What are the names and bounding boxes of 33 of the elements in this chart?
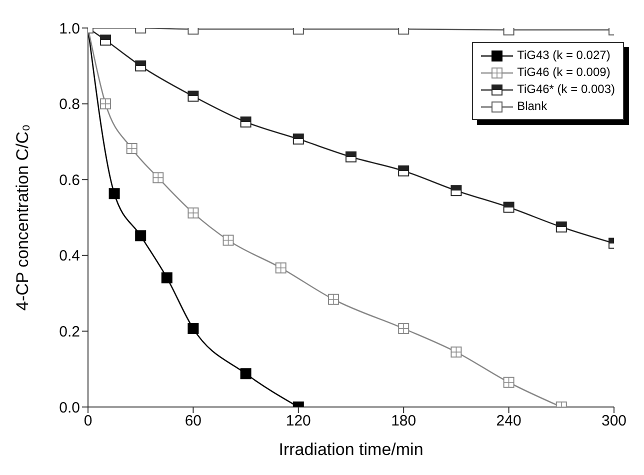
legend-label: Blank	[517, 98, 548, 115]
point	[161, 272, 172, 284]
y-tick-label: 0.4	[59, 248, 80, 265]
point	[398, 165, 410, 176]
point	[450, 185, 462, 196]
x-tick-label: 0	[84, 412, 92, 430]
point	[188, 90, 199, 102]
y-tick-label: 1.0	[59, 20, 80, 38]
x-tick-label: 180	[391, 412, 416, 430]
point	[108, 188, 120, 200]
point	[240, 368, 252, 380]
point	[503, 202, 514, 213]
y-tick-label: 0.0	[59, 399, 80, 416]
point	[346, 151, 356, 162]
point	[135, 230, 146, 242]
point	[292, 134, 304, 145]
y-axis-title: 4-CP concentration C/C₀	[13, 124, 32, 311]
x-tick-label: 120	[286, 412, 311, 430]
y-tick-label: 0.8	[59, 96, 80, 114]
legend-label: TiG46* (k = 0.003)	[517, 81, 615, 98]
point	[556, 221, 567, 232]
legend-label: TiG46 (k = 0.009)	[517, 64, 610, 81]
y-tick-label: 0.2	[59, 324, 80, 341]
point	[188, 323, 199, 334]
x-tick-label: 60	[184, 412, 202, 430]
x-axis-title: Irradiation time/min	[278, 440, 424, 459]
y-tick-label: 0.6	[59, 172, 80, 189]
legend-label: TiG43 (k = 0.027)	[517, 47, 610, 64]
x-tick-label: 300	[601, 412, 627, 430]
point	[100, 34, 112, 46]
point	[135, 60, 146, 72]
x-tick-label: 240	[496, 412, 522, 430]
point	[240, 116, 252, 128]
